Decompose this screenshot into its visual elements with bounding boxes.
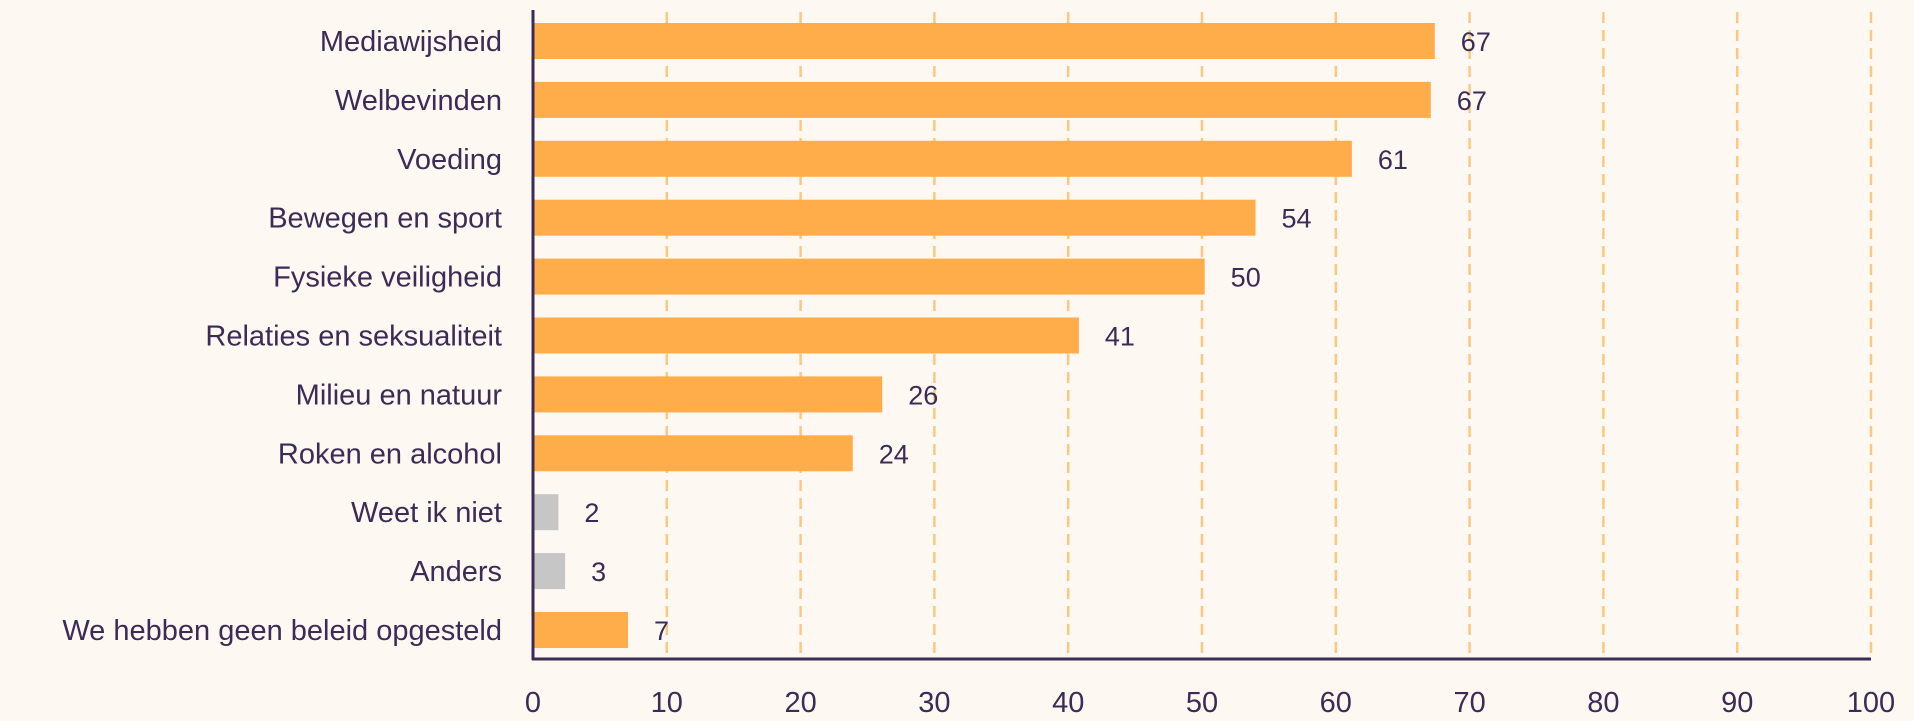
bar <box>533 23 1435 59</box>
category-label: Welbevinden <box>335 85 502 117</box>
bar <box>533 317 1079 354</box>
x-tick-label: 30 <box>918 687 950 719</box>
bar <box>533 612 628 648</box>
bar <box>533 199 1256 236</box>
value-label: 67 <box>1461 27 1491 57</box>
category-label: Weet ik niet <box>351 497 502 529</box>
category-label: We hebben geen beleid opgesteld <box>62 615 502 647</box>
value-label: 7 <box>654 616 669 646</box>
category-label: Relaties en seksualiteit <box>205 321 502 353</box>
value-label: 54 <box>1282 204 1312 234</box>
value-label: 26 <box>908 380 938 410</box>
category-label: Mediawijsheid <box>320 26 502 58</box>
bar <box>533 553 566 590</box>
category-label: Bewegen en sport <box>268 203 502 235</box>
category-labels: Mediawijsheid Welbevinden Voeding Bewegen e… <box>62 26 502 647</box>
value-label: 2 <box>584 498 599 528</box>
category-label: Fysieke veiligheid <box>273 262 502 294</box>
x-tick-label: 80 <box>1587 687 1619 719</box>
value-label: 41 <box>1105 322 1135 352</box>
bar <box>533 258 1205 295</box>
x-tick-label: 70 <box>1453 687 1485 719</box>
x-tick-label: 10 <box>651 687 683 719</box>
x-tick-label: 50 <box>1186 687 1218 719</box>
category-label: Roken en alcohol <box>278 438 502 470</box>
x-tick-label: 90 <box>1721 687 1753 719</box>
value-label: 24 <box>879 439 909 469</box>
category-label: Milieu en natuur <box>296 379 503 411</box>
x-tick-label: 0 <box>525 687 541 719</box>
value-label: 3 <box>591 557 606 587</box>
bar <box>533 494 559 531</box>
bar <box>533 376 883 413</box>
category-label: Voeding <box>397 144 502 176</box>
value-label: 50 <box>1231 263 1261 293</box>
x-tick-label: 60 <box>1320 687 1352 719</box>
value-labels: 67 67 61 54 50 41 26 24 2 3 7 <box>584 27 1490 646</box>
bar <box>533 140 1352 177</box>
x-tick-labels: 0 10 20 30 40 50 60 70 80 90 100 <box>525 687 1895 719</box>
bar <box>533 81 1431 118</box>
x-tick-label: 40 <box>1052 687 1084 719</box>
value-label: 61 <box>1378 145 1408 175</box>
value-label: 67 <box>1457 86 1487 116</box>
bar <box>533 435 853 472</box>
x-tick-label: 100 <box>1847 687 1895 719</box>
category-label: Anders <box>410 556 502 588</box>
axes <box>531 10 1871 661</box>
bars <box>533 23 1435 648</box>
x-tick-label: 20 <box>784 687 816 719</box>
